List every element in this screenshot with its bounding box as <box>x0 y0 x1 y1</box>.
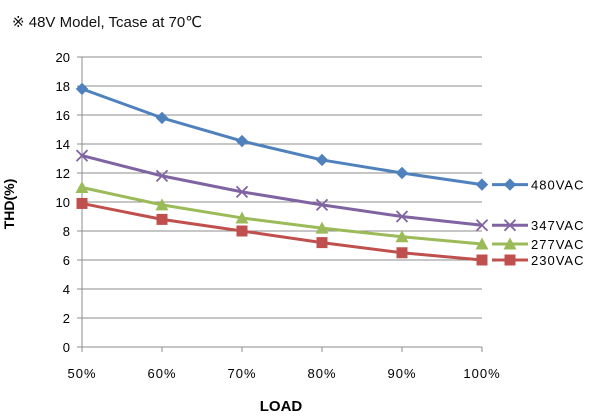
series-line <box>81 201 483 262</box>
legend-label: 277VAC <box>531 237 584 252</box>
y-axis-label: THD(%) <box>1 179 17 230</box>
x-tick-label: 60% <box>147 366 176 381</box>
x-tick-label: 80% <box>307 366 336 381</box>
y-tick-label: 0 <box>63 340 70 355</box>
y-tick-label: 12 <box>56 166 70 181</box>
data-point <box>315 221 329 234</box>
legend-item-347vac: 347VAC <box>492 218 584 233</box>
legend-marker <box>503 219 517 232</box>
x-axis-label: LOAD <box>260 398 303 415</box>
data-point <box>396 247 408 259</box>
legend-marker <box>503 178 517 191</box>
data-point <box>315 153 329 167</box>
series-layer <box>75 82 489 266</box>
axes <box>77 56 483 352</box>
data-point <box>235 134 249 148</box>
x-tick-labels: 50% 60% 70% 80% 90% 100% <box>67 366 500 381</box>
y-tick-label: 4 <box>63 282 70 297</box>
legend-item-230vac: 230VAC <box>492 253 584 268</box>
legend-marker <box>504 254 516 266</box>
x-tick-label: 100% <box>463 366 500 381</box>
data-point <box>236 225 248 237</box>
y-tick-labels: 0 2 4 6 8 10 12 14 16 18 20 <box>56 50 70 355</box>
data-point <box>475 237 489 250</box>
data-point <box>155 198 169 211</box>
series-line <box>81 186 483 246</box>
data-point <box>235 211 249 224</box>
series-230vac <box>76 197 488 266</box>
x-tick-label: 90% <box>387 366 416 381</box>
y-tick-label: 14 <box>56 137 70 152</box>
series-line <box>81 87 483 187</box>
data-point <box>475 219 489 232</box>
legend-item-480vac: 480VAC <box>492 178 584 193</box>
data-point <box>315 198 329 212</box>
data-point <box>395 210 409 223</box>
data-point <box>235 185 249 198</box>
legend-item-277vac: 277VAC <box>492 237 584 252</box>
data-point <box>316 237 328 249</box>
y-tick-label: 10 <box>56 195 70 210</box>
data-point <box>475 178 489 191</box>
legend-label: 230VAC <box>531 253 584 268</box>
series-line <box>81 154 483 227</box>
y-tick-label: 2 <box>63 311 70 326</box>
y-tick-label: 16 <box>56 108 70 123</box>
data-point <box>75 149 89 162</box>
y-tick-label: 8 <box>63 224 70 239</box>
series-347vac <box>75 149 489 232</box>
data-point <box>476 254 488 266</box>
y-tick-label: 18 <box>56 79 70 94</box>
legend-label: 480VAC <box>531 178 584 193</box>
chart-title: ※ 48V Model, Tcase at 70℃ <box>12 14 202 31</box>
y-tick-label: 20 <box>56 50 70 65</box>
data-point <box>76 197 88 209</box>
series-277vac <box>75 181 489 250</box>
x-tick-label: 70% <box>227 366 256 381</box>
legend-marker <box>503 237 517 250</box>
y-tick-label: 6 <box>63 253 70 268</box>
data-point <box>75 181 89 193</box>
data-point <box>75 82 89 96</box>
legend-label: 347VAC <box>531 218 584 233</box>
data-point <box>155 111 169 125</box>
data-point <box>156 213 168 225</box>
data-point <box>155 169 169 183</box>
grid-lines <box>82 56 482 319</box>
series-480vac <box>75 82 489 191</box>
data-point <box>395 166 409 180</box>
data-point <box>395 230 409 243</box>
x-tick-label: 50% <box>67 366 96 381</box>
